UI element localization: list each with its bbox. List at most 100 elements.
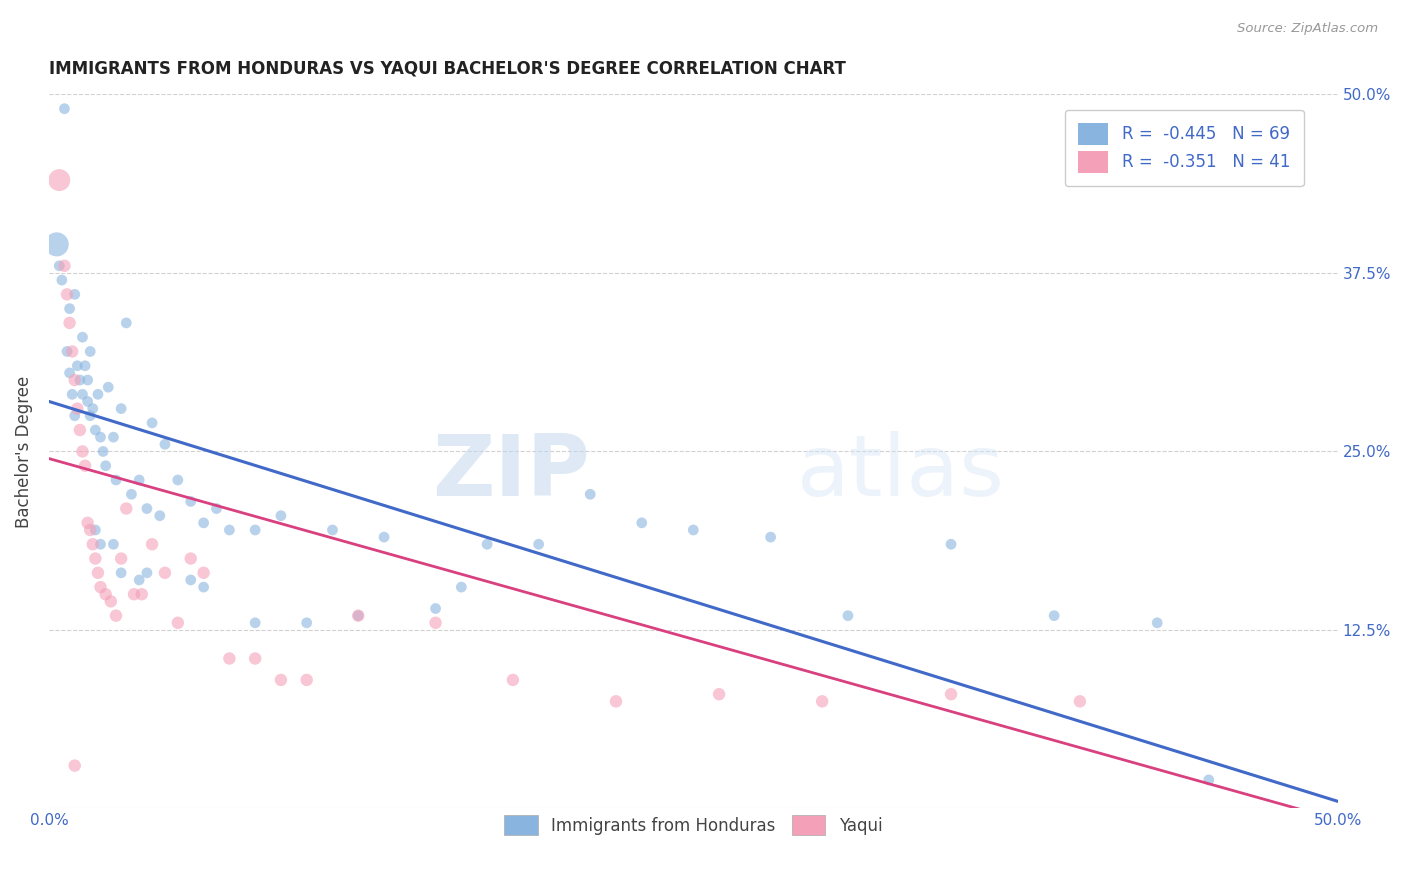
Point [218,523,240,537]
Point [759,530,782,544]
Point [270,508,292,523]
Point [122,587,145,601]
Point [131,587,153,601]
Point [141,416,163,430]
Point [166,615,188,630]
Point [103,537,125,551]
Point [180,573,202,587]
Point [84,423,107,437]
Point [104,608,127,623]
Legend: Immigrants from Honduras, Yaqui: Immigrants from Honduras, Yaqui [496,807,890,843]
Point [58,366,80,380]
Point [72,387,94,401]
Point [243,651,266,665]
Point [110,566,132,580]
Point [56,287,79,301]
Point [1198,772,1220,787]
Point [630,516,652,530]
Point [1069,694,1091,708]
Point [58,316,80,330]
Point [939,687,962,701]
Point [84,551,107,566]
Point [1043,608,1066,623]
Point [73,458,96,473]
Point [110,551,132,566]
Point [94,587,117,601]
Point [60,387,83,401]
Point [115,316,138,330]
Point [89,430,111,444]
Point [153,437,176,451]
Point [153,566,176,580]
Point [110,401,132,416]
Point [135,501,157,516]
Point [193,516,215,530]
Point [425,615,447,630]
Point [58,301,80,316]
Point [1146,615,1168,630]
Point [82,537,104,551]
Point [682,523,704,537]
Point [84,523,107,537]
Point [295,615,318,630]
Point [141,537,163,551]
Point [180,494,202,508]
Point [60,344,83,359]
Point [707,687,730,701]
Point [63,373,86,387]
Point [63,758,86,772]
Point [79,409,101,423]
Point [837,608,859,623]
Point [89,537,111,551]
Point [321,523,343,537]
Point [527,537,550,551]
Point [63,409,86,423]
Point [295,673,318,687]
Point [939,537,962,551]
Point [63,287,86,301]
Point [51,273,73,287]
Point [270,673,292,687]
Point [91,444,114,458]
Point [73,359,96,373]
Point [347,608,370,623]
Point [45,237,67,252]
Point [120,487,142,501]
Point [48,173,70,187]
Point [72,444,94,458]
Point [135,566,157,580]
Text: ZIP: ZIP [433,432,591,515]
Point [97,380,120,394]
Point [104,473,127,487]
Point [76,373,98,387]
Point [66,401,89,416]
Point [103,430,125,444]
Point [347,608,370,623]
Text: IMMIGRANTS FROM HONDURAS VS YAQUI BACHELOR'S DEGREE CORRELATION CHART: IMMIGRANTS FROM HONDURAS VS YAQUI BACHEL… [49,60,846,78]
Point [89,580,111,594]
Point [218,651,240,665]
Point [243,523,266,537]
Point [53,102,76,116]
Point [72,330,94,344]
Point [79,344,101,359]
Point [450,580,472,594]
Point [66,359,89,373]
Point [128,473,150,487]
Point [373,530,395,544]
Text: atlas: atlas [796,432,1004,515]
Point [243,615,266,630]
Point [115,501,138,516]
Y-axis label: Bachelor's Degree: Bachelor's Degree [15,376,32,527]
Point [87,387,110,401]
Point [94,458,117,473]
Point [193,580,215,594]
Point [87,566,110,580]
Point [425,601,447,615]
Point [811,694,834,708]
Point [53,259,76,273]
Point [48,259,70,273]
Point [205,501,228,516]
Point [579,487,602,501]
Point [69,423,91,437]
